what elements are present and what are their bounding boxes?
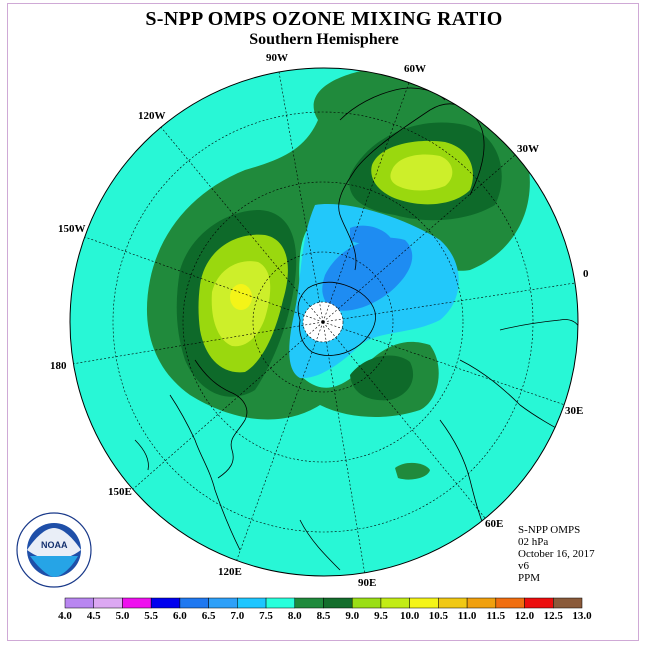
colorbar-tick-label: 12.0 xyxy=(515,610,535,622)
lon-label-60w: 60W xyxy=(404,63,426,75)
colorbar-tick-label: 5.0 xyxy=(116,610,130,622)
colorbar-swatch xyxy=(265,597,296,609)
colorbar-tick-label: 10.5 xyxy=(429,610,449,622)
colorbar-swatch xyxy=(524,597,554,609)
colorbar-tick-label: 10.0 xyxy=(400,610,420,622)
field-blue-2 xyxy=(350,225,392,245)
colorbar-tick-label: 8.0 xyxy=(288,610,302,622)
colorbar-tick-label: 12.5 xyxy=(544,610,564,622)
colorbar-swatch xyxy=(294,597,324,609)
field-yellow-core xyxy=(230,284,252,310)
lon-label-0: 0 xyxy=(583,268,589,280)
field-blue xyxy=(322,237,413,311)
field-yellow-green-east xyxy=(390,154,453,191)
colorbar-tick-label: 8.5 xyxy=(317,610,331,622)
lon-label-150e: 150E xyxy=(108,486,132,498)
lon-label-150w: 150W xyxy=(58,223,86,235)
field-dark-green-island xyxy=(395,462,430,480)
latitude-circles xyxy=(112,111,534,533)
meridians xyxy=(71,71,576,576)
colorbar-swatch xyxy=(466,597,497,609)
page-subtitle: Southern Hemisphere xyxy=(249,31,399,48)
colorbar-swatch xyxy=(64,597,94,609)
colorbar-swatch xyxy=(179,597,209,609)
colorbar-tick-label: 4.0 xyxy=(58,610,72,622)
colorbar-tick-label: 7.0 xyxy=(230,610,244,622)
colorbar-swatch xyxy=(351,597,382,609)
info-version: v6 xyxy=(518,560,529,572)
colorbar-tick-label: 6.5 xyxy=(202,610,216,622)
info-date: October 16, 2017 xyxy=(518,548,595,560)
lon-label-30w: 30W xyxy=(517,143,539,155)
colorbar-swatch xyxy=(323,597,353,609)
colorbar-tick-label: 6.0 xyxy=(173,610,187,622)
colorbar-swatch xyxy=(93,597,123,609)
colorbar: 4.0 4.5 5.0 5.5 6.0 6.5 7.0 7.5 8.0 8.5 9.0 9.5 10.0… xyxy=(58,597,592,622)
lon-label-60e: 60E xyxy=(485,518,504,530)
colorbar-swatch xyxy=(380,597,410,609)
noaa-logo-text: NOAA xyxy=(41,540,68,550)
colorbar-swatch xyxy=(122,597,152,609)
lon-label-120e: 120E xyxy=(218,566,242,578)
info-block: S-NPP OMPS 02 hPa October 16, 2017 v6 PP… xyxy=(518,524,595,584)
pole-dot xyxy=(321,320,325,324)
colorbar-tick-label: 11.0 xyxy=(458,610,477,622)
colorbar-tick-label: 5.5 xyxy=(144,610,158,622)
lon-label-180: 180 xyxy=(50,360,67,372)
colorbar-swatch xyxy=(495,597,525,609)
frame-border xyxy=(7,3,639,641)
colorbar-tick-label: 4.5 xyxy=(87,610,101,622)
lon-label-90e: 90E xyxy=(358,577,377,589)
info-level: 02 hPa xyxy=(518,536,549,548)
lon-label-30e: 30E xyxy=(565,405,584,417)
colorbar-tick-label: 11.5 xyxy=(487,610,506,622)
field-darker-green-south xyxy=(350,355,414,401)
ozone-field xyxy=(70,68,578,576)
lon-label-90w: 90W xyxy=(266,52,288,64)
colorbar-swatch xyxy=(553,597,583,609)
colorbar-tick-label: 9.0 xyxy=(345,610,359,622)
colorbar-swatch xyxy=(208,597,238,609)
globe-outline xyxy=(69,67,579,577)
lon-label-120w: 120W xyxy=(138,110,166,122)
colorbar-tick-label: 7.5 xyxy=(259,610,273,622)
page-title: S-NPP OMPS OZONE MIXING RATIO xyxy=(145,8,503,30)
colorbar-tick-label: 13.0 xyxy=(572,610,592,622)
colorbar-tick-label: 9.5 xyxy=(374,610,388,622)
info-instrument: S-NPP OMPS xyxy=(518,524,581,536)
colorbar-swatch xyxy=(409,597,439,609)
info-units: PPM xyxy=(518,572,541,584)
colorbar-swatch xyxy=(150,597,181,609)
colorbar-swatch xyxy=(438,597,468,609)
colorbar-swatch xyxy=(237,597,267,609)
